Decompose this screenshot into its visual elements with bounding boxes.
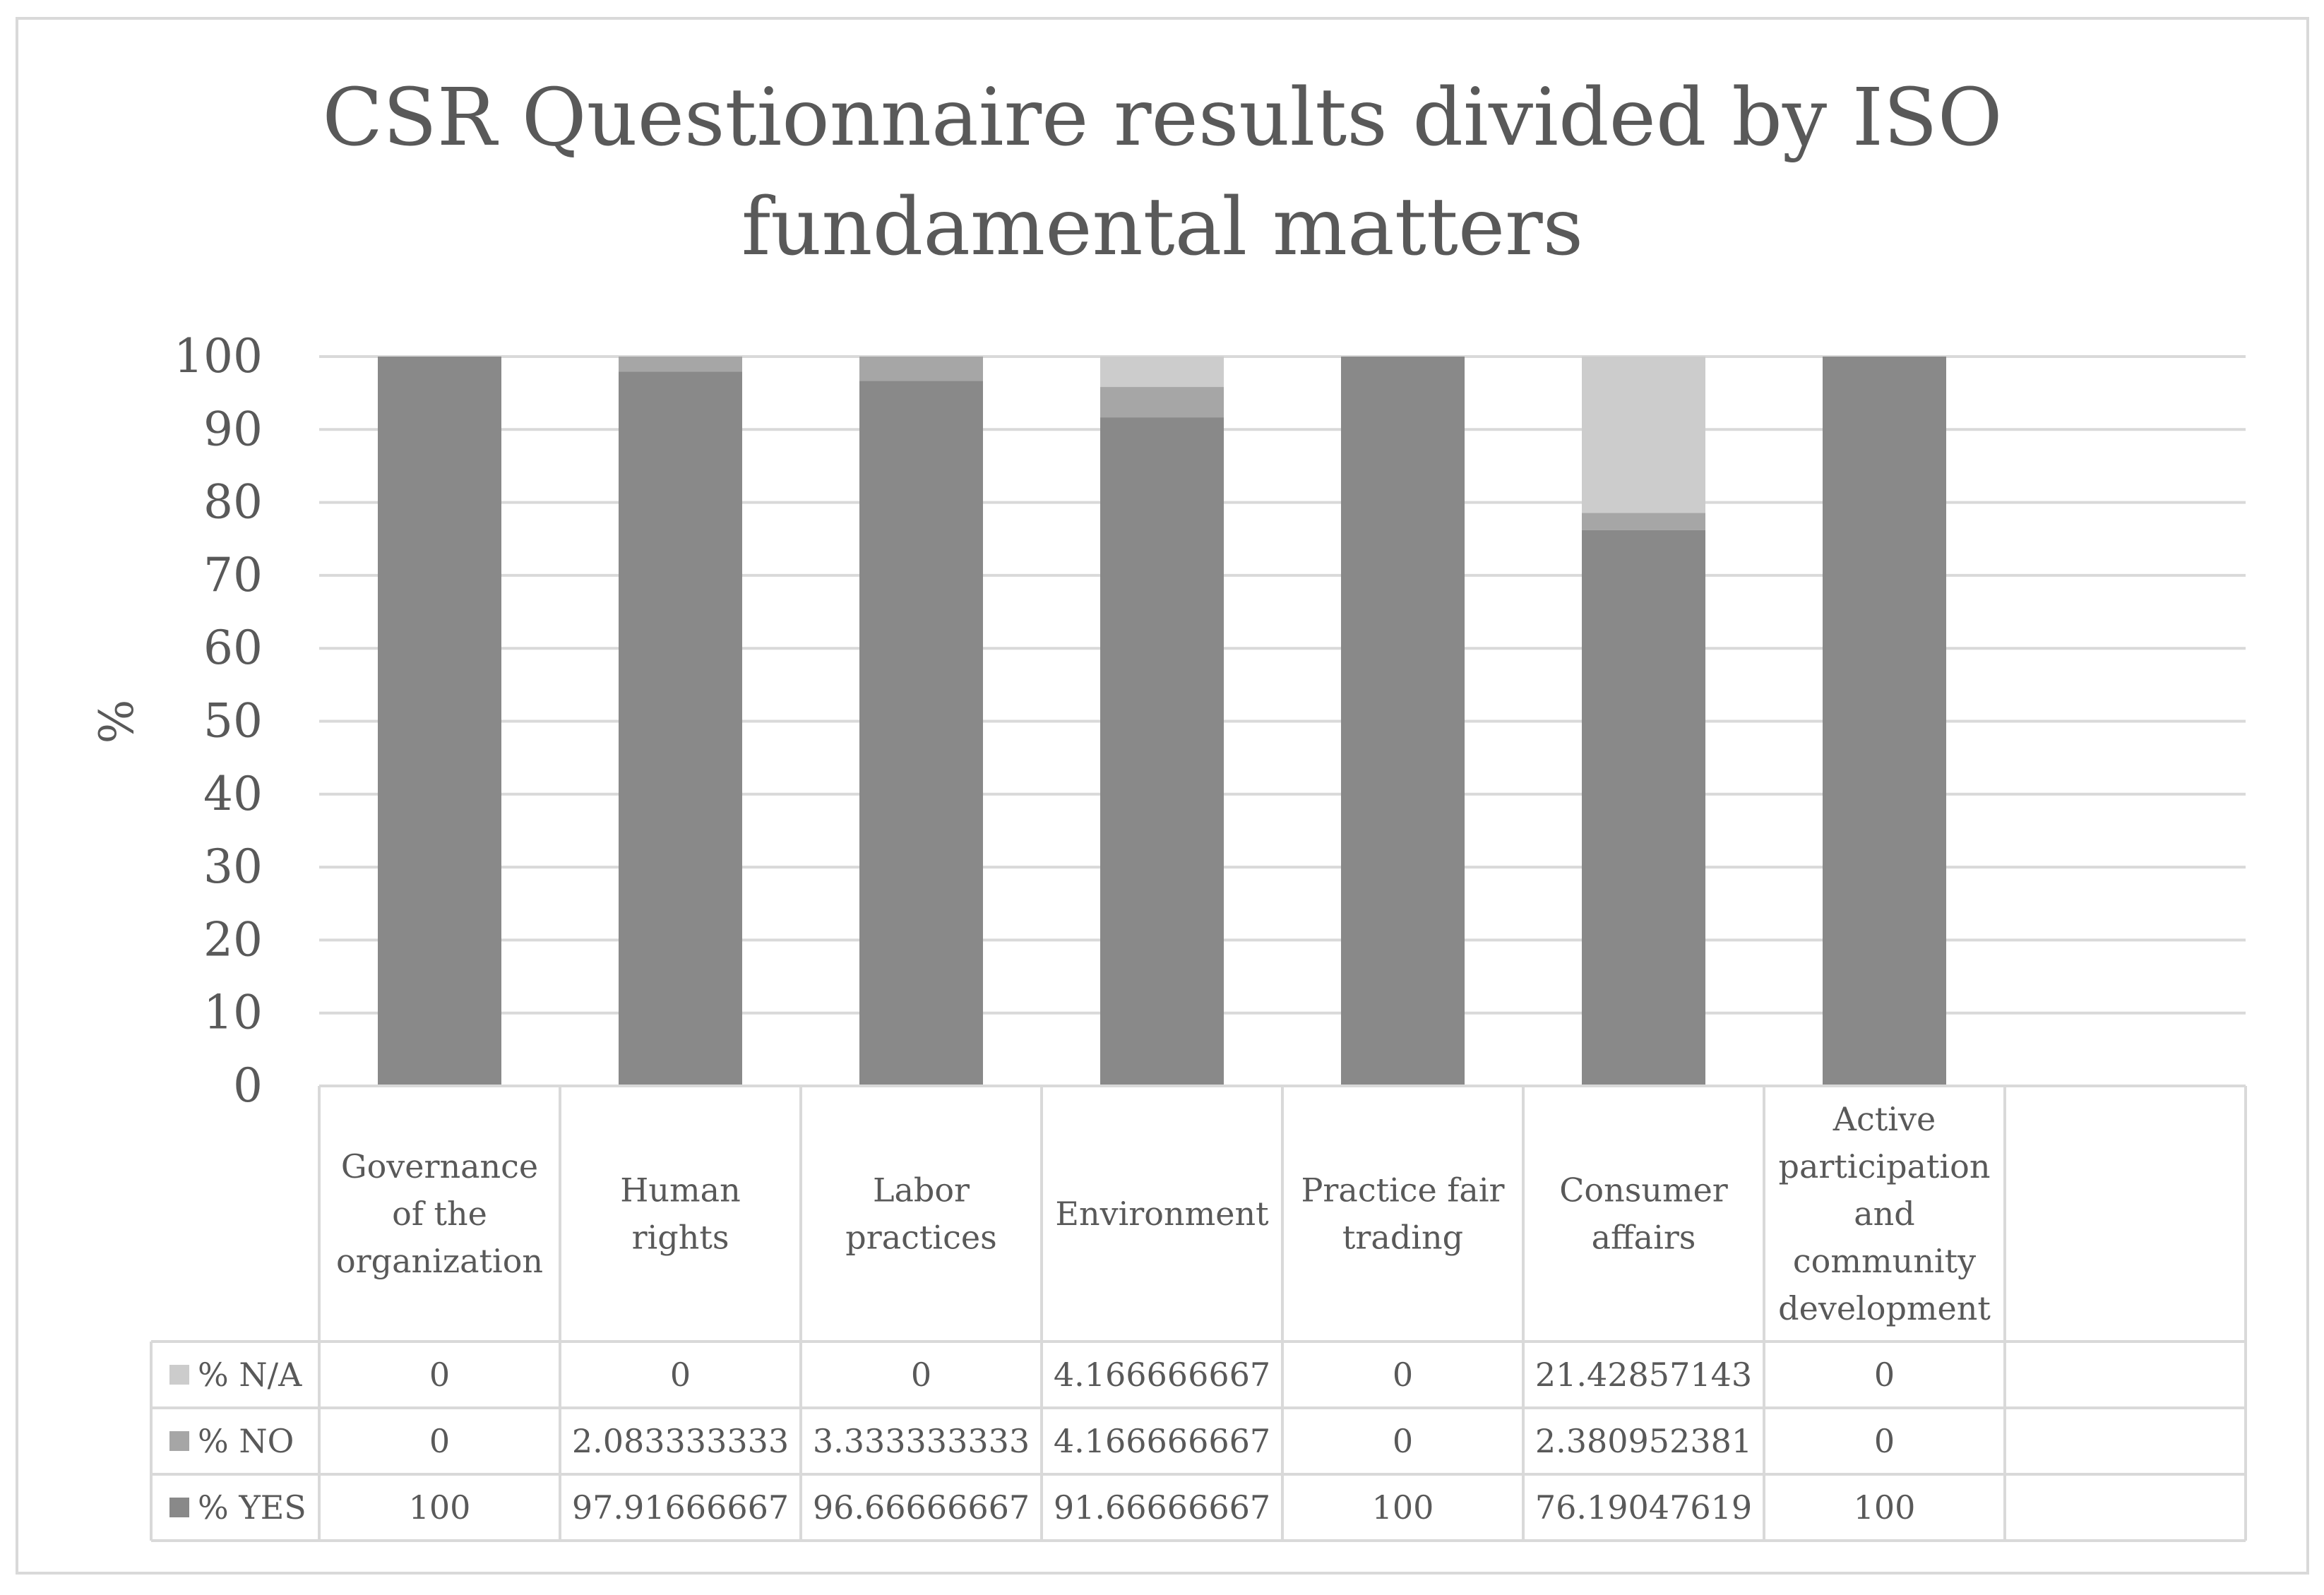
chart-title-line: fundamental matters <box>741 181 1583 273</box>
category-label: and <box>1854 1195 1915 1233</box>
y-tick-label: 20 <box>203 912 263 967</box>
category-label: rights <box>632 1219 729 1257</box>
category-label: Environment <box>1055 1195 1269 1233</box>
bar-segment <box>1100 357 1224 388</box>
bar-segment <box>859 381 983 1086</box>
category-label: Consumer <box>1559 1171 1728 1209</box>
data-label: 96.66666667 <box>813 1488 1030 1527</box>
data-label: 0 <box>1874 1422 1895 1460</box>
y-tick-label: 50 <box>203 694 263 748</box>
category-label: Governance <box>341 1147 538 1185</box>
data-label: 4.166666667 <box>1054 1356 1270 1394</box>
y-tick-label: 0 <box>233 1058 263 1113</box>
y-tick-label: 100 <box>174 329 263 383</box>
legend-key <box>169 1431 189 1451</box>
bar-segment <box>1823 357 1946 1086</box>
bar-segment <box>619 357 742 372</box>
category-label: participation <box>1779 1147 1991 1185</box>
y-axis-ticks: 0 10 20 30 40 50 60 70 80 90 100 <box>174 329 263 1113</box>
data-label: 0 <box>429 1356 450 1394</box>
data-label: 100 <box>409 1488 471 1527</box>
category-label: trading <box>1342 1219 1463 1257</box>
data-label: 97.91666667 <box>572 1488 789 1527</box>
y-tick-label: 10 <box>203 986 263 1040</box>
data-label: 100 <box>1372 1488 1434 1527</box>
bar-segment <box>1100 387 1224 418</box>
legend-key <box>169 1365 189 1385</box>
y-tick-label: 30 <box>203 840 263 894</box>
category-label: organization <box>336 1242 543 1280</box>
y-axis-label: % <box>90 700 144 744</box>
y-tick-label: 70 <box>203 548 263 602</box>
chart-title-line: CSR Questionnaire results divided by ISO <box>322 72 2002 164</box>
legend-label: % YES <box>198 1488 306 1527</box>
category-label: practices <box>845 1219 996 1257</box>
bar-segment <box>1582 357 1705 513</box>
bar-segment <box>1582 513 1705 530</box>
data-label: 76.19047619 <box>1535 1488 1752 1527</box>
legend-label: % NO <box>198 1422 294 1460</box>
category-label: Active <box>1833 1100 1936 1138</box>
data-label: 91.66666667 <box>1054 1488 1270 1527</box>
category-label: Labor <box>873 1171 970 1209</box>
data-label: 3.333333333 <box>813 1422 1030 1460</box>
category-label: Practice fair <box>1301 1171 1504 1209</box>
y-tick-label: 40 <box>203 767 263 821</box>
data-label: 2.083333333 <box>572 1422 789 1460</box>
bars <box>378 357 1946 1086</box>
y-tick-label: 90 <box>203 402 263 456</box>
data-label: 0 <box>1393 1356 1413 1394</box>
data-label: 0 <box>911 1356 931 1394</box>
data-label: 2.380952381 <box>1535 1422 1752 1460</box>
bar-segment <box>1100 417 1224 1086</box>
bar-segment <box>619 371 742 1086</box>
category-label: Human <box>620 1171 740 1209</box>
data-label: 0 <box>1874 1356 1895 1394</box>
category-label: development <box>1778 1289 1991 1327</box>
bar-segment <box>1582 530 1705 1086</box>
data-label: 0 <box>429 1422 450 1460</box>
data-label: 21.42857143 <box>1535 1356 1752 1394</box>
bar-segment <box>859 357 983 381</box>
bar-segment <box>378 357 501 1086</box>
category-label: of the <box>392 1195 487 1233</box>
bar-segment <box>1341 357 1465 1086</box>
legend-key <box>169 1498 189 1517</box>
category-label: affairs <box>1592 1219 1696 1257</box>
chart-title: CSR Questionnaire results divided by ISO… <box>322 72 2002 273</box>
data-label: 0 <box>1393 1422 1413 1460</box>
data-table: Governance of the organization Human rights L… <box>150 1085 2247 1542</box>
data-label: 0 <box>670 1356 691 1394</box>
category-label: community <box>1793 1242 1976 1280</box>
data-label: 4.166666667 <box>1054 1422 1270 1460</box>
y-tick-label: 60 <box>203 621 263 675</box>
gridlines <box>319 355 2246 1015</box>
y-tick-label: 80 <box>203 475 263 530</box>
data-label: 100 <box>1854 1488 1916 1527</box>
legend-label: % N/A <box>198 1356 302 1394</box>
